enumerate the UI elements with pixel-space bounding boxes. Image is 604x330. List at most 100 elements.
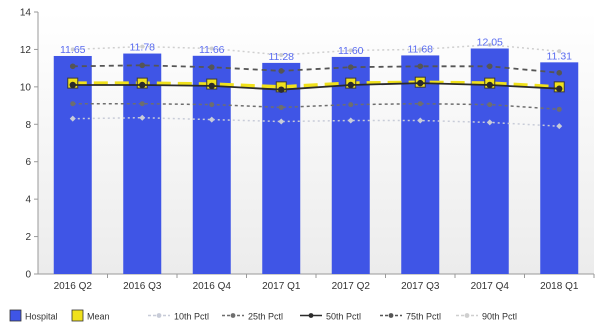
legend-item: 10th Pctl: [148, 312, 209, 322]
bar-hospital: [192, 55, 231, 274]
legend-label: Mean: [87, 312, 110, 322]
marker-90th: [348, 48, 353, 53]
marker-75th: [556, 70, 563, 76]
bar-hospital: [123, 53, 162, 274]
legend-label: 90th Pctl: [482, 312, 517, 322]
bar-value-label: 11.68: [408, 43, 434, 55]
y-tick-label: 2: [25, 232, 31, 243]
marker-90th: [418, 47, 423, 52]
marker-25th: [70, 101, 76, 107]
marker-25th: [209, 102, 215, 108]
marker-10th: [417, 117, 424, 124]
bar-value-label: 11.65: [60, 44, 86, 56]
marker-10th: [139, 114, 146, 121]
y-tick-label: 14: [20, 8, 32, 19]
line-mean: [72, 80, 560, 89]
plot-background: [38, 12, 594, 274]
y-tick-label: 0: [25, 270, 31, 281]
marker-10th: [278, 118, 285, 125]
marker-75th: [139, 62, 146, 69]
legend-item: 75th Pctl: [380, 312, 441, 322]
y-tick-label: 12: [20, 45, 32, 56]
marker-50th: [208, 82, 215, 90]
x-tick-label: 2016 Q2: [54, 281, 93, 292]
data-labels: 11.65 11.78 11.66 11.28 11.60 11.68 12.05 11.31: [60, 36, 572, 62]
marker-90th: [140, 44, 145, 49]
legend-label: 10th Pctl: [174, 312, 209, 322]
legend-marker: [156, 313, 162, 318]
legend-item: Hospital: [9, 309, 58, 322]
x-tick-label: 2016 Q3: [123, 281, 162, 292]
legend-label: 50th Pctl: [326, 312, 361, 322]
legend-item: 50th Pctl: [300, 312, 361, 322]
legend-marker: [308, 313, 314, 318]
marker-75th: [486, 63, 493, 70]
marker-90th: [70, 47, 75, 52]
hospital-bars: [53, 48, 579, 274]
line-90th-pctl: [72, 44, 560, 56]
marker-25th: [278, 104, 284, 110]
bar-hospital: [53, 55, 92, 274]
bar-value-label: 11.66: [199, 44, 225, 56]
bar-value-label: 12.05: [477, 36, 503, 48]
marker-50th: [556, 85, 563, 92]
percentile-lines: [67, 42, 565, 130]
marker-90th: [487, 42, 492, 47]
legend-item: 25th Pctl: [222, 312, 283, 322]
marker-90th: [557, 49, 562, 54]
marker-25th: [139, 101, 145, 107]
y-tick-label: 4: [25, 195, 31, 206]
line-10th-pctl: [72, 116, 560, 127]
legend-marker: [464, 313, 470, 318]
bar-hospital: [540, 62, 579, 274]
marker-90th: [209, 46, 214, 51]
legend-swatch: [9, 309, 22, 322]
marker-90th: [279, 53, 284, 58]
legend-marker: [230, 313, 236, 318]
x-tick-label: 2018 Q1: [540, 281, 579, 292]
y-tick-label: 6: [25, 157, 31, 168]
line-75th-pctl: [72, 64, 560, 74]
marker-25th: [348, 102, 354, 108]
marker-75th: [278, 68, 285, 74]
x-tick-label: 2016 Q4: [193, 281, 232, 292]
bar-value-label: 11.60: [338, 45, 364, 57]
marker-25th: [487, 102, 493, 108]
legend-label: 25th Pctl: [248, 312, 283, 322]
legend-swatch: [71, 309, 84, 322]
marker-75th: [69, 63, 76, 70]
legend-label: 75th Pctl: [406, 312, 441, 322]
marker-75th: [417, 63, 424, 70]
marker-50th: [69, 81, 76, 89]
x-tick-label: 2017 Q1: [262, 281, 301, 292]
marker-10th: [347, 117, 354, 124]
y-tick-label: 8: [25, 120, 31, 131]
marker-75th: [208, 64, 215, 71]
bar-hospital: [401, 55, 440, 274]
bar-value-label: 11.28: [269, 51, 295, 63]
y-tick-label: 10: [20, 82, 32, 93]
marker-10th: [556, 123, 563, 130]
bar-hospital: [331, 56, 370, 274]
bar-value-label: 11.31: [547, 50, 573, 62]
legend-item: Mean: [71, 309, 110, 322]
marker-10th: [69, 115, 76, 122]
marker-50th: [139, 81, 146, 89]
marker-50th: [486, 81, 493, 89]
marker-25th: [417, 101, 423, 107]
marker-75th: [347, 64, 354, 71]
x-tick-label: 2017 Q2: [332, 281, 371, 292]
marker-50th: [347, 81, 354, 89]
line-50th-pctl: [72, 82, 560, 91]
marker-25th: [556, 106, 562, 112]
legend-item: 90th Pctl: [456, 312, 517, 322]
marker-10th: [208, 116, 215, 123]
legend-marker: [388, 313, 394, 318]
bar-hospital: [262, 62, 301, 274]
marker-50th: [278, 86, 285, 93]
y-axis: 0 2 4 6 8 10 12 14: [20, 8, 39, 281]
legend-label: Hospital: [25, 312, 58, 322]
x-tick-label: 2017 Q4: [471, 281, 510, 292]
marker-50th: [417, 79, 424, 87]
